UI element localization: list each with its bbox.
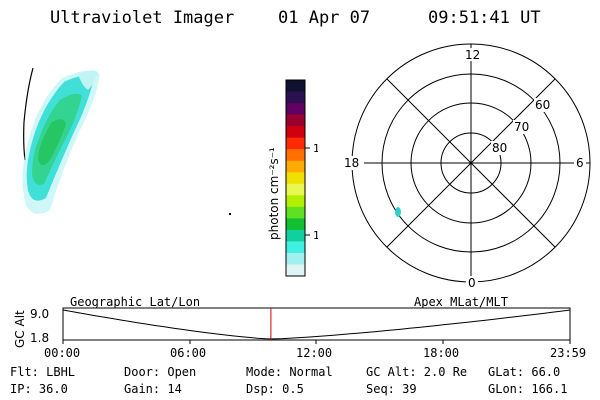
door-value: Door: Open [124, 365, 197, 379]
color-bar-cell [286, 241, 305, 254]
orbit-xtick-0000: 00:00 [44, 346, 81, 360]
color-bar-cell [286, 160, 305, 173]
orbit-right-label: Apex MLat/MLT [414, 295, 508, 309]
seq-value: Seq: 39 [366, 382, 417, 396]
dsp-value: Dsp: 0.5 [246, 382, 304, 396]
mlt-label-12: 12 [465, 48, 480, 62]
time-label: 09:51:41 UT [428, 8, 541, 28]
colorbar-tick-10: 10 [313, 229, 318, 242]
mlt-label-0: 0 [468, 276, 476, 290]
glon-value: GLon: 166.1 [488, 382, 568, 396]
color-bar-cell [286, 91, 305, 104]
color-bar-scale [286, 80, 305, 277]
mlt-label-6: 6 [576, 156, 584, 170]
colorbar-unit-label: photon cm⁻²s⁻¹ [267, 147, 281, 240]
gain-value: Gain: 14 [124, 382, 182, 396]
orbit-xtick-2359: 23:59 [550, 346, 587, 360]
filter-value: Flt: LBHL [10, 365, 76, 379]
orbit-plot: GC Alt 9.0 1.8 [13, 307, 571, 348]
lat-label-70: 70 [514, 120, 529, 134]
color-bar-cell [286, 183, 305, 196]
color-bar-cell [286, 206, 305, 219]
gc-alt-value: GC Alt: 2.0 Re [366, 365, 468, 379]
color-bar-cell [286, 149, 305, 162]
orbit-ylabel: GC Alt [13, 310, 27, 348]
lat-label-60: 60 [535, 98, 550, 112]
color-bar: 100 10 photon cm⁻²s⁻¹ [267, 79, 318, 277]
aurora-spot [395, 207, 401, 217]
color-bar-cell [286, 103, 305, 116]
color-bar-cell [286, 126, 305, 139]
color-bar-cell [286, 114, 305, 127]
instrument-title: Ultraviolet Imager [50, 8, 235, 28]
lat-label-80: 80 [492, 141, 507, 155]
mlt-label-18: 18 [344, 156, 359, 170]
color-bar-cell [286, 252, 305, 265]
polar-plot: 12 0 18 6 60 70 80 [342, 43, 591, 290]
orbit-plot-frame [62, 307, 571, 341]
color-bar-cell [286, 218, 305, 231]
orbit-ytick-9: 9.0 [30, 307, 49, 321]
colorbar-tick-100: 100 [313, 142, 318, 155]
color-bar-cell [286, 80, 305, 93]
auroral-image [22, 67, 231, 215]
limb-line [23, 67, 34, 161]
orbit-xtick-0600: 06:00 [170, 346, 207, 360]
orbit-left-label: Geographic Lat/Lon [70, 295, 201, 309]
glat-value: GLat: 66.0 [488, 365, 561, 379]
orbit-xtick-1800: 18:00 [423, 346, 460, 360]
color-bar-cell [286, 172, 305, 185]
ip-value: IP: 36.0 [10, 382, 68, 396]
orbit-altitude-curve [62, 309, 571, 340]
color-bar-cell [286, 264, 305, 277]
mode-value: Mode: Normal [246, 365, 333, 379]
orbit-ytick-1.8: 1.8 [30, 331, 49, 345]
color-bar-cell [286, 229, 305, 242]
color-bar-cell [286, 137, 305, 150]
orbit-xtick-1200: 12:00 [296, 346, 333, 360]
date-label: 01 Apr 07 [278, 8, 371, 28]
color-bar-cell [286, 195, 305, 208]
